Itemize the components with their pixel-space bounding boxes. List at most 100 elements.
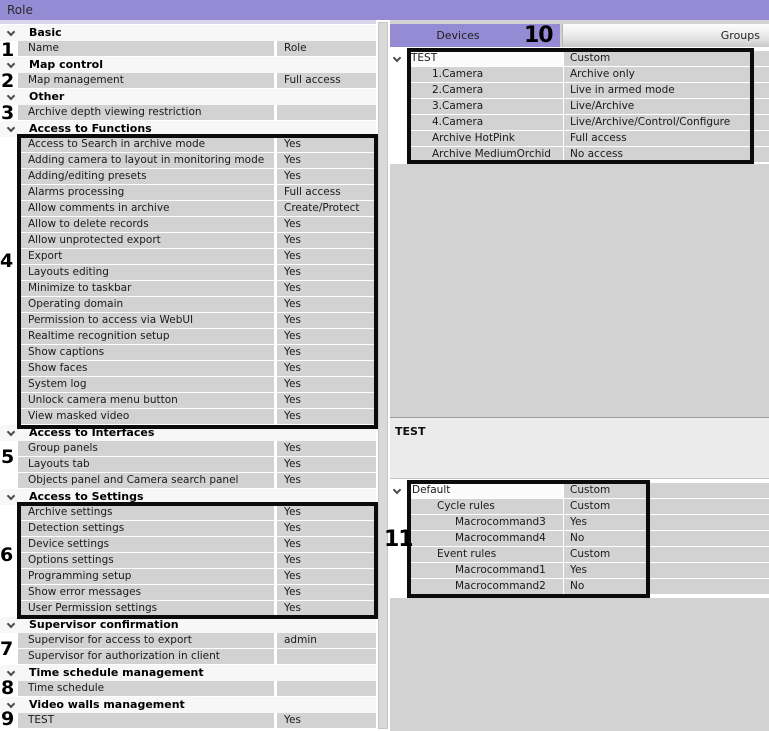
tree-item-access-value[interactable]: Custom [564,483,769,498]
tree-item-access-value[interactable]: Custom [564,499,769,514]
property-value[interactable]: Yes [277,521,376,536]
property-row-alarms-processing[interactable]: Alarms processing Full access [0,185,376,201]
category-supervisor-confirmation[interactable]: Supervisor confirmation [0,617,376,633]
chevron-down-icon[interactable] [392,53,402,63]
category-access-to-settings[interactable]: Access to Settings [0,489,376,505]
rules-tree-row-event-rules[interactable]: Event rules Custom [390,547,769,563]
tree-item-access-value[interactable]: Live/Archive [564,99,769,114]
category-other[interactable]: Other [0,89,376,105]
category-time-schedule-management[interactable]: Time schedule management [0,665,376,681]
tree-item-access-value[interactable]: Archive only [564,67,769,82]
rules-tree-row-macrocommand4[interactable]: Macrocommand4 No [390,531,769,547]
property-value[interactable]: Yes [277,233,376,248]
tree-item-access-value[interactable]: No [564,531,769,546]
property-value[interactable]: Yes [277,217,376,232]
property-row-access-to-search-in-archive-mode[interactable]: Access to Search in archive mode Yes [0,137,376,153]
property-value[interactable]: Yes [277,361,376,376]
property-value[interactable]: Yes [277,713,376,728]
property-value[interactable] [277,105,376,120]
category-basic[interactable]: Basic [0,25,376,41]
property-row-system-log[interactable]: System log Yes [0,377,376,393]
tree-item-access-value[interactable]: Yes [564,563,769,578]
property-row-adding-editing-presets[interactable]: Adding/editing presets Yes [0,169,376,185]
tree-item-access-value[interactable]: Live in armed mode [564,83,769,98]
property-row-layouts-editing[interactable]: Layouts editing Yes [0,265,376,281]
property-value[interactable]: Yes [277,441,376,456]
property-row-group-panels[interactable]: Group panels Yes [0,441,376,457]
devices-tree-row-2-camera[interactable]: 2.Camera Live in armed mode [390,83,769,99]
rules-tree-row-macrocommand3[interactable]: Macrocommand3 Yes [390,515,769,531]
rules-tree-row-macrocommand2[interactable]: Macrocommand2 No [390,579,769,595]
tree-item-access-value[interactable]: Custom [564,51,769,66]
chevron-down-icon[interactable] [6,619,16,629]
property-row-allow-comments-in-archive[interactable]: Allow comments in archive Create/Protect [0,201,376,217]
property-value[interactable]: Yes [277,393,376,408]
devices-tree-row-archive-mediumorchid[interactable]: Archive MediumOrchid No access [390,147,769,163]
vertical-scrollbar[interactable] [376,20,390,731]
property-value[interactable]: Yes [277,553,376,568]
chevron-down-icon[interactable] [6,491,16,501]
rules-tree-row-cycle-rules[interactable]: Cycle rules Custom [390,499,769,515]
tab-devices[interactable]: Devices [390,24,560,47]
property-row-options-settings[interactable]: Options settings Yes [0,553,376,569]
property-value[interactable]: Yes [277,601,376,616]
property-row-detection-settings[interactable]: Detection settings Yes [0,521,376,537]
property-row-layouts-tab[interactable]: Layouts tab Yes [0,457,376,473]
property-value[interactable]: Yes [277,585,376,600]
property-value[interactable]: Role [277,41,376,56]
property-value[interactable]: Yes [277,569,376,584]
category-map-control[interactable]: Map control [0,57,376,73]
category-video-walls-management[interactable]: Video walls management [0,697,376,713]
chevron-down-icon[interactable] [6,59,16,69]
chevron-down-icon[interactable] [6,699,16,709]
chevron-down-icon[interactable] [6,667,16,677]
property-value[interactable]: Yes [277,537,376,552]
property-value[interactable]: Yes [277,377,376,392]
tree-item-access-value[interactable]: No access [564,147,769,162]
property-row-name[interactable]: Name Role [0,41,376,57]
category-access-to-interfaces[interactable]: Access to Interfaces [0,425,376,441]
property-row-user-permission-settings[interactable]: User Permission settings Yes [0,601,376,617]
property-row-map-management[interactable]: Map management Full access [0,73,376,89]
rules-tree-row-macrocommand1[interactable]: Macrocommand1 Yes [390,563,769,579]
tab-groups[interactable]: Groups [562,24,769,47]
devices-tree-row-test[interactable]: TEST Custom [390,51,769,67]
property-row-supervisor-for-authorization-in-client[interactable]: Supervisor for authorization in client [0,649,376,665]
property-row-test[interactable]: TEST Yes [0,713,376,729]
property-row-supervisor-for-access-to-export[interactable]: Supervisor for access to export admin [0,633,376,649]
scrollbar-track[interactable] [378,22,388,729]
chevron-down-icon[interactable] [6,427,16,437]
property-value[interactable]: Yes [277,169,376,184]
chevron-down-icon[interactable] [6,27,16,37]
property-row-minimize-to-taskbar[interactable]: Minimize to taskbar Yes [0,281,376,297]
property-row-allow-unprotected-export[interactable]: Allow unprotected export Yes [0,233,376,249]
property-row-allow-to-delete-records[interactable]: Allow to delete records Yes [0,217,376,233]
devices-tree-row-1-camera[interactable]: 1.Camera Archive only [390,67,769,83]
property-row-export[interactable]: Export Yes [0,249,376,265]
property-row-objects-panel-and-camera-search-panel[interactable]: Objects panel and Camera search panel Yes [0,473,376,489]
property-value[interactable]: Full access [277,73,376,88]
property-value[interactable] [277,681,376,696]
property-value[interactable]: Yes [277,473,376,488]
property-value[interactable] [277,649,376,664]
property-value[interactable]: Yes [277,281,376,296]
tree-item-access-value[interactable]: Live/Archive/Control/Configure [564,115,769,130]
tree-item-access-value[interactable]: Yes [564,515,769,530]
property-row-device-settings[interactable]: Device settings Yes [0,537,376,553]
tree-item-access-value[interactable]: Full access [564,131,769,146]
property-row-show-captions[interactable]: Show captions Yes [0,345,376,361]
property-value[interactable]: Yes [277,409,376,424]
property-value[interactable]: Yes [277,313,376,328]
property-value[interactable]: Full access [277,185,376,200]
property-value[interactable]: Create/Protect [277,201,376,216]
property-row-realtime-recognition-setup[interactable]: Realtime recognition setup Yes [0,329,376,345]
tree-item-access-value[interactable]: Custom [564,547,769,562]
property-row-view-masked-video[interactable]: View masked video Yes [0,409,376,425]
property-row-programming-setup[interactable]: Programming setup Yes [0,569,376,585]
property-value[interactable]: Yes [277,153,376,168]
devices-tree-row-archive-hotpink[interactable]: Archive HotPink Full access [390,131,769,147]
property-row-archive-depth-viewing-restriction[interactable]: Archive depth viewing restriction [0,105,376,121]
devices-tree-row-3-camera[interactable]: 3.Camera Live/Archive [390,99,769,115]
property-value[interactable]: Yes [277,505,376,520]
property-row-adding-camera-to-layout-in-monitoring-mode[interactable]: Adding camera to layout in monitoring mo… [0,153,376,169]
